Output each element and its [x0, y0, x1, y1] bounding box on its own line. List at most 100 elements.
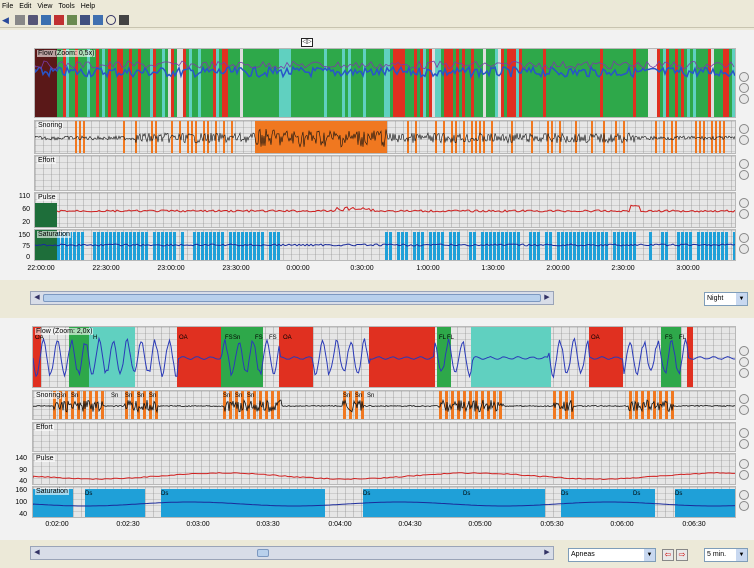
zoom-in-button[interactable] — [739, 394, 749, 404]
back-icon[interactable]: ◀ — [2, 14, 9, 25]
print-icon[interactable] — [28, 14, 38, 25]
menu-edit[interactable]: Edit — [19, 2, 32, 10]
zoom-in-button[interactable] — [739, 346, 749, 356]
signal-block — [385, 232, 388, 260]
window-size-select[interactable]: 5 min. ▼ — [704, 548, 748, 562]
zoom-out-button[interactable] — [739, 405, 749, 415]
zoom-in-button[interactable] — [739, 428, 749, 438]
signal-block — [447, 49, 450, 117]
menu-tools[interactable]: Tools — [58, 2, 75, 10]
signal-block — [259, 121, 261, 153]
signal-block — [159, 49, 162, 117]
signal-block — [735, 49, 736, 118]
detail-snoring-track[interactable]: Snoring Sn Sn Sn Sn Sn Sn Sn Sn Sn Sn Sn Sn — [32, 390, 736, 420]
detail-flow-track[interactable]: Flow (Zoom: 2,0x) OA H OA FS Sn FS FS OA FL FL OA F… — [32, 326, 736, 388]
signal-block — [215, 121, 217, 153]
detail-saturation-track[interactable]: Saturation Ds Ds Ds Ds Ds Ds Ds — [32, 486, 736, 518]
signal-block — [705, 49, 708, 117]
zoom-out-button[interactable] — [739, 357, 749, 367]
stop-icon[interactable] — [15, 14, 25, 25]
chart-icon[interactable] — [41, 14, 51, 25]
zoom-out-button[interactable] — [739, 135, 749, 145]
tape-icon[interactable] — [119, 14, 129, 25]
signal-block — [349, 391, 352, 419]
scroll-thumb[interactable] — [257, 549, 269, 557]
signal-block — [411, 49, 414, 117]
zoom-in-button[interactable] — [739, 124, 749, 134]
zoom-out-button[interactable] — [739, 170, 749, 180]
signal-block — [443, 121, 445, 153]
menu-view[interactable]: View — [37, 2, 53, 10]
detail-effort-track[interactable]: Effort — [32, 422, 736, 452]
signal-block — [713, 232, 716, 260]
signal-block — [522, 49, 525, 117]
chevron-down-icon[interactable]: ▼ — [736, 549, 747, 561]
zoom-out-button[interactable] — [739, 244, 749, 254]
scroll-right-icon[interactable]: ▶ — [544, 549, 550, 556]
monitor-icon[interactable] — [80, 14, 90, 25]
signal-block — [333, 49, 336, 117]
settings-button[interactable] — [739, 368, 749, 378]
next-event-button[interactable]: ⇨ — [676, 549, 688, 561]
signal-block — [672, 49, 675, 117]
signal-block — [733, 232, 735, 260]
signal-block — [465, 49, 468, 117]
overview-flow-track[interactable]: Flow (Zoom: 0,5x) — [34, 48, 736, 118]
overview-scrollbar[interactable]: ◀ ▶ — [30, 291, 554, 305]
overview-pulse-track[interactable]: Pulse — [34, 192, 736, 228]
signal-block — [405, 49, 408, 117]
time-label: 0:03:30 — [256, 521, 280, 528]
view-select[interactable]: Night ▼ — [704, 292, 748, 306]
overview-saturation-track[interactable]: Saturation — [34, 229, 736, 261]
tick-label: 60 — [22, 206, 30, 213]
scroll-left-icon[interactable]: ◀ — [34, 294, 40, 301]
chevron-down-icon[interactable]: ▼ — [644, 549, 655, 561]
zoom-out-button[interactable] — [739, 501, 749, 511]
signal-block — [198, 49, 201, 117]
zoom-out-button[interactable] — [739, 209, 749, 219]
zoom-out-button[interactable] — [739, 439, 749, 449]
scroll-thumb[interactable] — [43, 294, 541, 302]
scroll-left-icon[interactable]: ◀ — [34, 549, 40, 556]
zoom-in-button[interactable] — [739, 459, 749, 469]
menu-file[interactable]: File — [2, 2, 14, 10]
signal-block — [545, 232, 548, 260]
signal-block — [585, 232, 588, 260]
chevron-down-icon[interactable]: ▼ — [736, 293, 747, 305]
network-icon[interactable] — [93, 14, 103, 25]
zoom-in-button[interactable] — [739, 159, 749, 169]
event-type-select[interactable]: Apneas ▼ — [568, 548, 656, 562]
signal-block — [141, 232, 144, 260]
signal-block — [711, 121, 713, 153]
help-icon[interactable] — [106, 14, 116, 25]
signal-block — [613, 232, 616, 260]
signal-block — [717, 49, 720, 117]
zoom-in-button[interactable] — [739, 490, 749, 500]
menu-help[interactable]: Help — [80, 2, 96, 10]
event-block — [471, 327, 551, 387]
signal-block — [339, 49, 342, 117]
detail-flow-svg — [33, 327, 735, 387]
overview-snoring-track[interactable]: Snoring — [34, 120, 736, 154]
previous-event-button[interactable]: ⇦ — [662, 549, 674, 561]
zoom-in-button[interactable] — [739, 233, 749, 243]
signal-block — [311, 121, 313, 153]
zoom-in-button[interactable] — [739, 198, 749, 208]
settings-button[interactable] — [739, 94, 749, 104]
signal-block — [493, 232, 496, 260]
record-icon[interactable] — [54, 14, 64, 25]
detail-pulse-track[interactable]: Pulse — [32, 453, 736, 485]
zoom-in-button[interactable] — [739, 72, 749, 82]
signal-block — [475, 121, 477, 153]
zoom-out-button[interactable] — [739, 83, 749, 93]
db-icon[interactable] — [67, 14, 77, 25]
overview-effort-track[interactable]: Effort — [34, 155, 736, 191]
scroll-right-icon[interactable]: ▶ — [544, 294, 550, 301]
event-block — [687, 327, 693, 387]
zoom-marker-icon[interactable]: ◁▷ — [301, 38, 313, 47]
detail-scrollbar[interactable]: ◀ ▶ — [30, 546, 554, 560]
zoom-out-button[interactable] — [739, 470, 749, 480]
signal-block — [78, 49, 81, 117]
overview-time-axis: 22:00:00 22:30:00 23:00:00 23:30:00 0:00… — [0, 265, 754, 275]
event-type-value: Apneas — [571, 551, 595, 558]
